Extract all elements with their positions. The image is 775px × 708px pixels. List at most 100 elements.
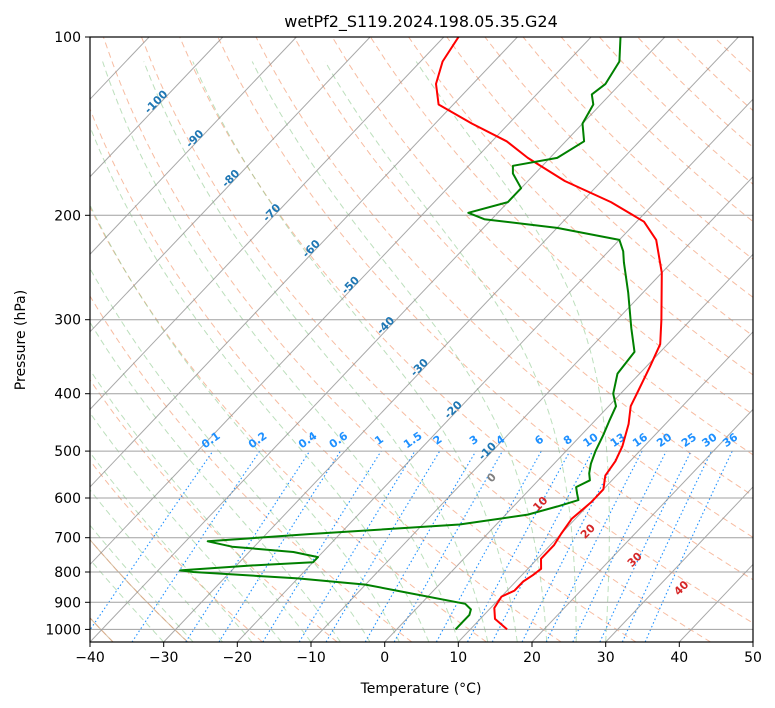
x-tick-label: 0 bbox=[380, 650, 389, 666]
mixing-ratio-label: 0.6 bbox=[327, 429, 351, 451]
dry-adiabat-line bbox=[713, 37, 753, 75]
mixing-ratio-line bbox=[572, 450, 667, 642]
mixing-ratio-line bbox=[364, 450, 477, 642]
moist-adiabat-line bbox=[90, 267, 371, 642]
plot-frame bbox=[89, 36, 754, 643]
mixing-ratio-label: 36 bbox=[720, 430, 740, 450]
mixing-ratio-line bbox=[298, 450, 416, 642]
isotherm-line bbox=[90, 37, 666, 642]
y-tick-label: 500 bbox=[54, 444, 81, 460]
dry-adiabat-line bbox=[637, 37, 753, 148]
y-tick-label: 600 bbox=[54, 491, 81, 507]
isotherm-label: -100 bbox=[142, 87, 171, 116]
line-labels: 0.1 0.2 0.4 0.6 1 1.5 2 3 4 6 8 10 13 16 20 25 30 36-100-… bbox=[142, 87, 741, 598]
chart-title: wetPf2_S119.2024.198.05.35.G24 bbox=[284, 12, 558, 32]
x-tick-label: 10 bbox=[449, 650, 467, 666]
isotherm-line bbox=[310, 176, 753, 642]
x-tick-label: 40 bbox=[670, 650, 688, 666]
dry-adiabat-line bbox=[90, 107, 562, 642]
moist-adiabat-line bbox=[90, 125, 430, 642]
isotherm-line bbox=[90, 37, 445, 411]
mixing-ratio-line bbox=[599, 450, 692, 642]
x-tick-label: −10 bbox=[296, 650, 326, 666]
y-tick-label: 300 bbox=[54, 313, 81, 329]
isotherm-line bbox=[678, 563, 753, 642]
isotherm-line bbox=[90, 37, 224, 178]
x-tick-label: −20 bbox=[223, 650, 253, 666]
mixing-ratio-label: 0.2 bbox=[246, 429, 269, 451]
moist-adiabat-line bbox=[90, 412, 282, 642]
x-tick-label: 20 bbox=[523, 650, 541, 666]
dry-adiabat-line bbox=[102, 37, 637, 642]
dry-adiabat-line bbox=[90, 295, 413, 642]
isotherm-label: -60 bbox=[300, 237, 323, 260]
dewpoint-profile-line bbox=[179, 37, 636, 631]
dry-adiabat-line bbox=[599, 37, 753, 185]
x-tick-label: −30 bbox=[149, 650, 179, 666]
isotherm-line bbox=[90, 37, 297, 256]
dry-adiabat-label: 0 bbox=[484, 470, 499, 485]
dry-adiabat-line bbox=[370, 37, 753, 416]
mixing-ratio-line bbox=[185, 450, 311, 642]
isotherm-line bbox=[90, 37, 371, 333]
isotherm-label: -80 bbox=[219, 167, 242, 190]
moist-adiabat-line bbox=[90, 321, 341, 642]
moist-adiabat-line bbox=[415, 61, 610, 642]
moist-adiabat-line bbox=[251, 61, 548, 642]
dry-adiabat-line bbox=[751, 37, 753, 39]
isotherm-label: -70 bbox=[260, 201, 283, 224]
dry-adiabat-line bbox=[90, 459, 263, 642]
y-tick-label: 400 bbox=[54, 387, 81, 403]
mixing-ratio-line bbox=[467, 450, 571, 642]
mixing-ratio-label: 16 bbox=[630, 430, 650, 450]
grid-lines bbox=[90, 37, 753, 642]
mixing-ratio-label: 8 bbox=[561, 433, 575, 448]
isotherm-line bbox=[236, 98, 753, 642]
mixing-ratio-line bbox=[644, 450, 733, 642]
dry-adiabat-line bbox=[179, 37, 753, 624]
moist-adiabat-line bbox=[90, 203, 400, 642]
moist-adiabat-line bbox=[192, 61, 518, 642]
x-tick-label: 50 bbox=[744, 650, 762, 666]
isotherm-label: -30 bbox=[408, 356, 431, 379]
dry-adiabat-line bbox=[484, 37, 753, 298]
dry-adiabat-line bbox=[446, 37, 753, 337]
mixing-ratio-line bbox=[435, 450, 542, 642]
dry-adiabat-line bbox=[408, 37, 753, 376]
mixing-ratio-line bbox=[90, 450, 214, 631]
isotherm-line bbox=[457, 331, 753, 642]
moist-adiabat-line bbox=[143, 61, 489, 642]
profile-lines bbox=[179, 37, 663, 631]
isotherm-label: -20 bbox=[442, 398, 465, 421]
dry-adiabat-label: 40 bbox=[671, 578, 691, 598]
moist-adiabat-line bbox=[90, 369, 312, 642]
y-tick-label: 100 bbox=[54, 30, 81, 46]
mixing-ratio-line bbox=[262, 450, 382, 642]
temperature-profile-line bbox=[435, 37, 663, 631]
dry-adiabat-line bbox=[560, 37, 753, 223]
y-tick-label: 900 bbox=[54, 595, 81, 611]
isotherm-line bbox=[605, 486, 753, 642]
isotherm-line bbox=[531, 408, 753, 642]
mixing-ratio-label: 20 bbox=[654, 430, 674, 450]
isotherm-label: -50 bbox=[339, 273, 362, 296]
moist-adiabat-line bbox=[90, 451, 253, 642]
y-axis-title: Pressure (hPa) bbox=[13, 290, 29, 390]
x-tick-label: 30 bbox=[597, 650, 615, 666]
isotherm-line bbox=[90, 37, 592, 566]
moist-adiabat-line bbox=[102, 61, 459, 642]
mixing-ratio-line bbox=[325, 450, 441, 642]
dry-adiabat-line bbox=[141, 37, 711, 642]
dry-adiabat-line bbox=[90, 378, 338, 642]
dry-adiabat-line bbox=[217, 37, 753, 581]
isotherm-label: -40 bbox=[374, 314, 397, 337]
moist-adiabat-line bbox=[324, 61, 577, 642]
mixing-ratio-line bbox=[545, 450, 643, 642]
mixing-ratio-label: 2 bbox=[431, 433, 445, 448]
dry-adiabat-line bbox=[293, 37, 753, 497]
isotherm-line bbox=[752, 641, 753, 642]
dry-adiabat-line bbox=[331, 37, 753, 456]
y-tick-label: 1000 bbox=[45, 622, 81, 638]
y-tick-label: 200 bbox=[54, 208, 81, 224]
